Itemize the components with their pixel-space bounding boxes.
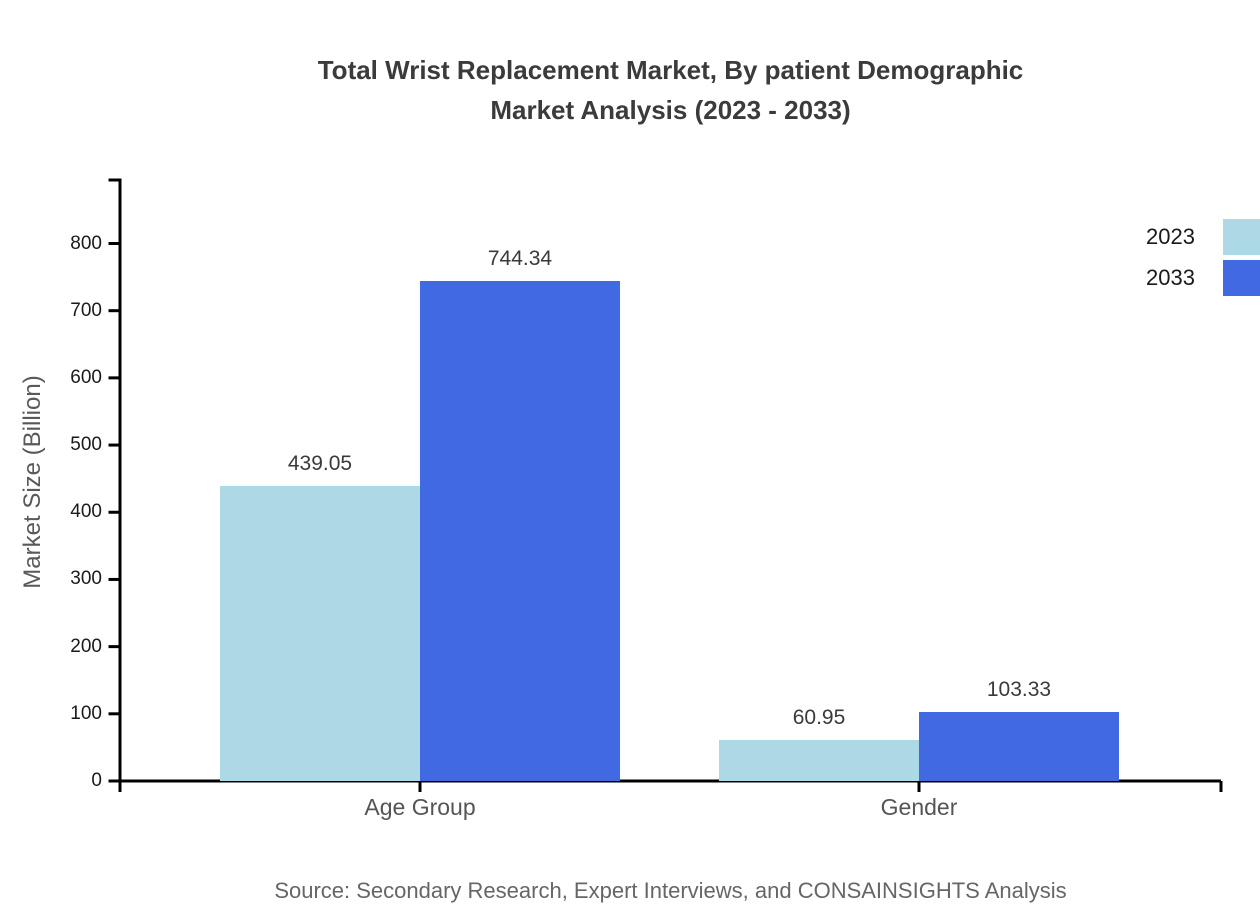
legend-swatch [1223, 260, 1260, 296]
y-tick-label: 400 [70, 501, 102, 523]
x-category-label: Gender [880, 794, 958, 820]
bar-2033-age-group [420, 280, 620, 781]
bar-2023-age-group [220, 486, 420, 781]
y-tick-label: 100 [70, 702, 102, 724]
bar-value-label: 60.95 [792, 706, 846, 730]
bar-2033-gender [919, 711, 1119, 781]
chart-title: Total Wrist Replacement Market, By patie… [120, 50, 1221, 130]
y-tick-label: 800 [70, 232, 102, 254]
chart-legend: 2023 2033 [1146, 219, 1260, 301]
y-tick-label: 500 [70, 434, 102, 456]
bar-value-label: 439.05 [287, 452, 353, 475]
source-note: Source: Secondary Research, Expert Inter… [274, 878, 1067, 903]
bar-value-label: 103.33 [986, 677, 1052, 701]
legend-swatch [1223, 219, 1260, 255]
chart-title-line1: Total Wrist Replacement Market, By patie… [317, 55, 1024, 85]
y-tick-label: 200 [70, 635, 102, 657]
legend-label: 2033 [1146, 265, 1195, 290]
chart-title-line2: Market Analysis (2023 - 2033) [490, 95, 851, 125]
y-tick-label: 700 [70, 299, 102, 321]
bar-2023-gender [719, 740, 919, 781]
y-tick-label: 600 [70, 366, 102, 388]
x-category-label: Age Group [364, 794, 476, 820]
legend-item-2033: 2033 [1146, 260, 1260, 296]
y-tick-label: 300 [70, 568, 102, 590]
legend-item-2023: 2023 [1146, 219, 1260, 255]
legend-label: 2023 [1146, 224, 1195, 249]
y-tick-label: 0 [91, 770, 102, 791]
bar-value-label: 744.34 [487, 246, 553, 270]
